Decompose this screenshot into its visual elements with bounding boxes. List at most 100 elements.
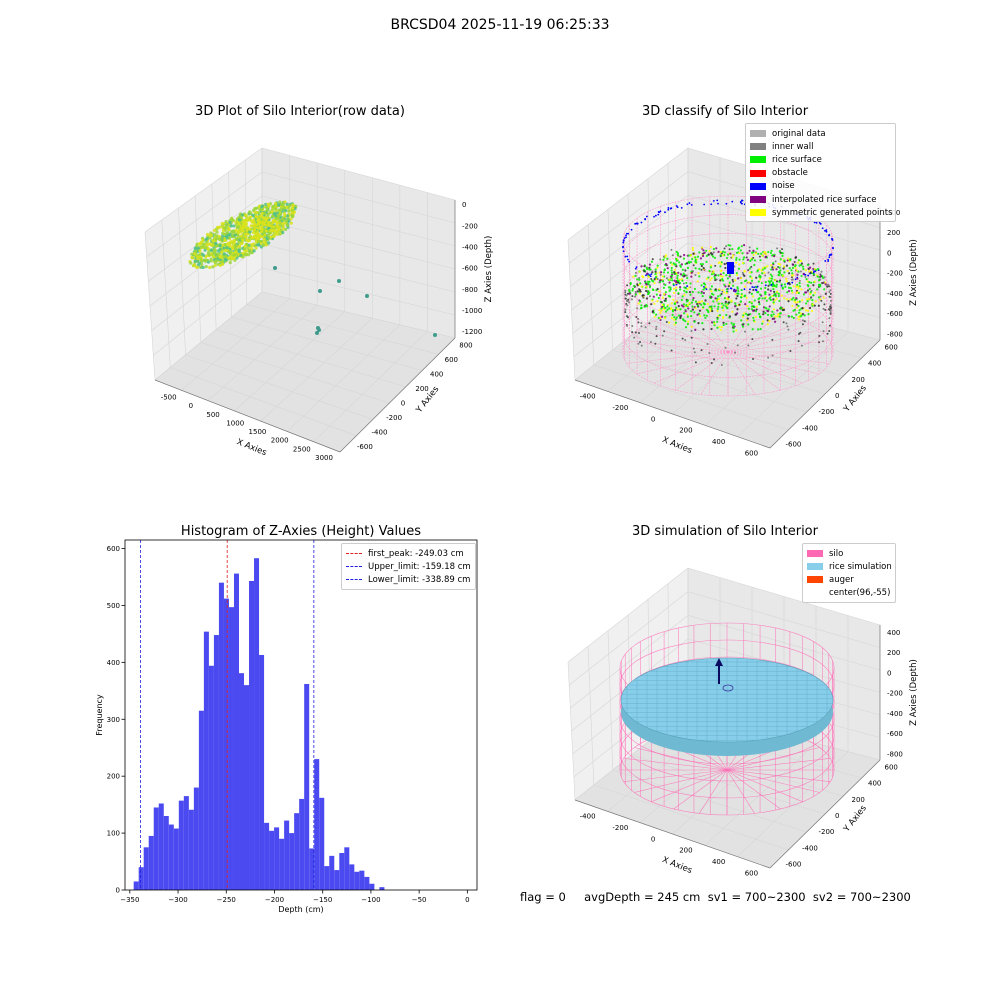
surface-point: [709, 288, 712, 291]
surface-point: [801, 265, 805, 268]
histogram-bar: [314, 759, 320, 890]
surface-point: [215, 230, 219, 234]
surface-point: [735, 258, 738, 261]
surface-point: [777, 294, 780, 298]
figure-title: BRCSD04 2025-11-19 06:25:33: [390, 17, 610, 33]
surface-point: [198, 249, 202, 253]
surface-point: [710, 292, 714, 295]
histogram-chart: −350 −300 −250 −200 −150 −100 −50 0 0 100 200 300 40…: [95, 539, 478, 914]
surface-point: [694, 307, 697, 310]
surface-point: [248, 215, 251, 219]
surface-point: [781, 254, 784, 257]
surface-point: [807, 313, 810, 316]
surface-point: [262, 227, 267, 232]
surface-point: [220, 234, 225, 238]
surface-point: [639, 282, 642, 285]
inner-wall-point: [818, 341, 821, 344]
surface-point: [226, 231, 230, 235]
inner-wall-point: [782, 321, 785, 324]
surface-point: [721, 279, 725, 282]
noise-point: [751, 286, 754, 288]
surface-point: [692, 252, 695, 255]
surface-point: [656, 264, 659, 267]
x-tick-label: -400: [580, 812, 596, 820]
surface-point: [656, 287, 659, 291]
y-axis-label: Y Axies: [841, 383, 869, 415]
surface-point: [236, 229, 240, 233]
surface-point: [723, 296, 726, 300]
z-axis-label: Z Axies (Depth): [909, 239, 919, 306]
surface-point: [697, 272, 700, 275]
plot2-legend: original data inner wall rice surface obsta…: [745, 123, 896, 223]
grid-line: [261, 219, 456, 270]
surface-point: [766, 265, 769, 268]
surface-point: [747, 323, 750, 326]
inner-wall-point: [747, 269, 750, 272]
surface-point: [766, 313, 770, 316]
surface-point: [753, 299, 756, 302]
surface-point: [775, 285, 778, 288]
surface-point: [241, 221, 245, 225]
surface-point: [761, 297, 764, 300]
silo-spoke: [634, 747, 728, 771]
inner-wall-point: [626, 284, 629, 287]
silo-spoke: [727, 309, 756, 353]
surface-point: [808, 306, 812, 310]
surface-point: [754, 252, 758, 255]
surface-point: [755, 285, 758, 289]
surface-point: [260, 226, 264, 230]
surface-point: [681, 274, 684, 277]
histogram-bar: [203, 631, 209, 890]
inner-wall-point: [829, 312, 832, 315]
surface-point: [673, 270, 676, 274]
legend-line-marker: [346, 553, 362, 555]
inner-wall-point: [684, 338, 687, 341]
surface-point: [719, 294, 722, 297]
surface-point: [750, 308, 754, 311]
y-tick-label: -200: [819, 828, 835, 836]
surface-point: [730, 300, 733, 303]
histogram-bar: [269, 830, 275, 890]
surface-point: [703, 287, 707, 290]
inner-wall-point: [741, 271, 744, 274]
inner-wall-point: [624, 291, 627, 294]
surface-point: [668, 289, 671, 292]
surface-point: [686, 287, 689, 291]
legend-label: Upper_limit: -159.18 cm: [368, 561, 471, 572]
surface-point: [796, 273, 799, 276]
inner-wall-point: [655, 328, 658, 331]
surface-point: [805, 277, 808, 281]
surface-point: [813, 291, 817, 294]
surface-point: [672, 282, 675, 286]
silo-spoke: [651, 769, 728, 803]
surface-point: [767, 288, 770, 291]
surface-point: [806, 309, 810, 312]
surface-point: [799, 259, 802, 262]
surface-point: [704, 316, 707, 320]
surface-point: [755, 305, 758, 308]
surface-point: [206, 251, 210, 255]
inner-wall-point: [797, 340, 800, 343]
surface-point: [633, 284, 636, 288]
surface-point: [784, 285, 787, 288]
surface-point: [709, 279, 712, 282]
surface-point: [771, 317, 774, 321]
surface-point: [691, 298, 695, 302]
y-tick-label: -400: [802, 424, 818, 432]
x-tick-label: 0: [465, 896, 469, 904]
surface-point: [721, 254, 725, 257]
surface-point: [677, 314, 681, 317]
histogram-bar: [319, 797, 325, 890]
surface-point: [674, 318, 677, 321]
surface-point: [670, 306, 673, 310]
surface-point: [275, 222, 279, 226]
surface-point: [735, 251, 739, 254]
noise-point: [743, 288, 746, 291]
surface-point: [702, 328, 705, 331]
surface-point: [780, 283, 783, 286]
surface-point: [777, 262, 780, 265]
surface-point: [721, 306, 724, 309]
surface-point: [656, 300, 659, 303]
surface-point: [671, 279, 674, 282]
surface-point: [728, 273, 731, 277]
